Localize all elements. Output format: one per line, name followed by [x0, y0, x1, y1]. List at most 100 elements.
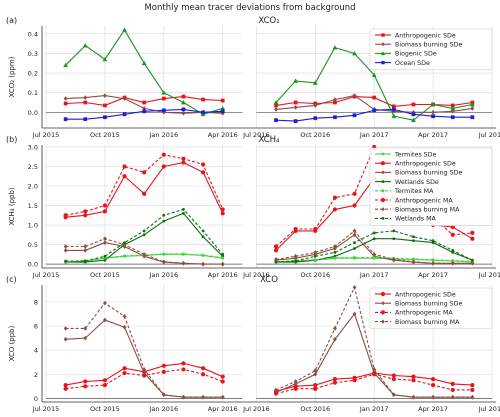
data-point: [293, 119, 298, 124]
legend-label: Biomass burning MA: [395, 207, 460, 214]
data-point: [450, 115, 455, 120]
data-point: [220, 394, 225, 400]
data-point: [313, 226, 318, 232]
x-tick-label: Jul 2017: [478, 271, 500, 279]
data-point: [333, 250, 337, 254]
legend-marker: [381, 301, 385, 306]
data-point: [161, 392, 166, 398]
data-point: [431, 394, 436, 400]
series-anthropogenic-sde: [63, 94, 475, 109]
data-point: [123, 241, 126, 245]
series-biomass-burning-ma: [63, 228, 475, 267]
data-point: [352, 228, 357, 234]
data-point: [353, 247, 356, 250]
data-point: [201, 235, 205, 239]
x-tick-label: Oct 2015: [90, 405, 120, 413]
data-point: [182, 252, 185, 256]
data-point: [451, 259, 455, 262]
y-tick-label: 1.0: [28, 222, 38, 230]
data-point: [220, 211, 225, 216]
data-point: [102, 383, 108, 388]
data-point: [161, 108, 166, 113]
data-point: [274, 387, 278, 393]
y-tick-label: 0.4: [28, 30, 38, 38]
data-point: [123, 254, 126, 258]
data-point: [83, 209, 88, 214]
data-point: [431, 260, 436, 266]
data-point: [470, 394, 475, 400]
y-tick-label: 0.0: [28, 261, 38, 269]
data-point: [83, 379, 88, 384]
data-point: [332, 97, 337, 102]
chart-panel-1: 0.0 0.1 0.2 0.3 0.4 Jul 2015 Oct 2015 Jan 2016 A…: [6, 16, 500, 139]
legend-box: [369, 28, 493, 71]
data-point: [122, 366, 127, 371]
y-tick-label: 0.0: [28, 109, 38, 117]
data-point: [333, 115, 337, 120]
legend-label: Biomass burning MA: [395, 319, 460, 326]
data-point: [182, 208, 185, 211]
data-point: [450, 108, 455, 114]
data-point: [83, 117, 88, 122]
data-point: [63, 248, 68, 253]
data-point: [221, 256, 225, 260]
data-point: [332, 244, 337, 249]
data-point: [411, 259, 416, 265]
data-point: [431, 114, 435, 119]
y-tick-label: 2.5: [28, 163, 38, 171]
series-anthropogenic-sde: [63, 361, 475, 394]
data-point: [313, 103, 318, 108]
data-point: [201, 394, 206, 400]
data-point: [181, 160, 186, 165]
data-point: [391, 113, 397, 119]
data-point: [430, 101, 436, 107]
data-point: [332, 380, 338, 385]
data-point: [412, 235, 415, 239]
data-point: [64, 259, 68, 263]
data-point: [142, 229, 146, 233]
legend-label: Anthropogenic MA: [395, 197, 453, 204]
data-point: [294, 259, 298, 263]
data-point: [142, 367, 147, 372]
data-point: [274, 106, 278, 112]
data-point: [220, 98, 225, 103]
data-point: [431, 109, 436, 115]
data-point: [83, 326, 88, 331]
data-point: [352, 93, 357, 99]
data-point: [293, 379, 298, 384]
data-point: [273, 391, 279, 396]
data-point: [450, 105, 456, 111]
y-tick-label: 0.2: [28, 70, 38, 78]
data-point: [220, 261, 225, 267]
legend-label: Biomass burning SDe: [395, 170, 463, 177]
data-point: [274, 118, 278, 123]
series-ocean-sde: [63, 107, 475, 124]
data-point: [103, 115, 107, 120]
data-point: [450, 260, 455, 266]
legend-box: [369, 287, 493, 330]
data-point: [293, 253, 298, 259]
data-point: [142, 170, 147, 175]
data-point: [470, 230, 475, 235]
y-tick-label: 3.0: [28, 143, 38, 151]
data-point: [220, 109, 225, 114]
series-line: [65, 253, 473, 263]
legend-marker: [381, 42, 385, 47]
data-point: [201, 229, 205, 233]
legend-marker: [381, 60, 385, 65]
data-point: [102, 300, 107, 306]
data-point: [103, 103, 107, 108]
data-point: [161, 96, 166, 101]
data-point: [293, 104, 298, 110]
legend: Termites SDe Anthropogenic SDe Biomass bur…: [369, 147, 493, 226]
data-point: [313, 368, 318, 374]
data-point: [470, 258, 474, 262]
data-point: [450, 394, 455, 400]
data-point: [102, 209, 108, 214]
data-point: [181, 99, 186, 105]
data-point: [102, 203, 108, 208]
data-point: [353, 241, 356, 245]
data-point: [122, 96, 127, 101]
data-point: [332, 45, 338, 50]
data-point: [451, 250, 455, 254]
